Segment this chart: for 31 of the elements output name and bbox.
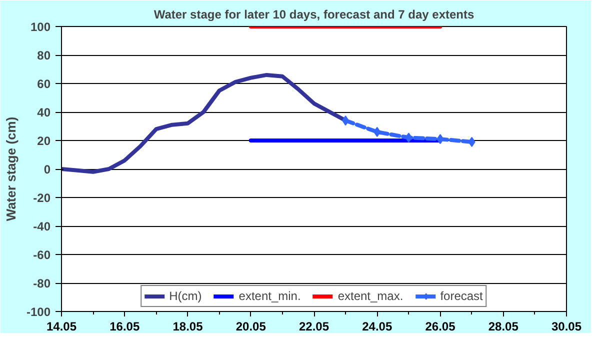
- point: [374, 126, 381, 137]
- x-tick-label: 22.05: [298, 320, 330, 334]
- point: [468, 136, 476, 147]
- y-tick-label: -100: [26, 305, 51, 319]
- point: [342, 116, 350, 126]
- y-tick-label: -80: [33, 276, 51, 290]
- point: [436, 134, 444, 144]
- legend-label: H(cm): [169, 289, 202, 303]
- y-tick-label: 20: [37, 134, 51, 148]
- y-axis-title: Water stage (cm): [3, 116, 18, 222]
- x-tick-label: 28.05: [488, 320, 519, 334]
- x-tick-label: 26.05: [425, 320, 456, 334]
- y-tick-label: -40: [33, 220, 51, 234]
- x-tick-label: 30.05: [551, 320, 582, 334]
- legend-label: extent_max.: [338, 289, 404, 303]
- legend-label: extent_min.: [238, 289, 301, 303]
- y-tick-label: 40: [37, 106, 51, 120]
- legend-label: forecast: [440, 289, 483, 303]
- x-tick-label: 24.05: [362, 320, 392, 334]
- chart-title: Water stage for later 10 days, forecast and 7 day extents: [154, 8, 474, 22]
- y-tick-label: 80: [37, 48, 51, 62]
- x-tick-label: 20.05: [236, 320, 266, 334]
- x-tick-label: 14.05: [46, 320, 77, 334]
- x-tick-label: 16.05: [110, 320, 140, 334]
- y-tick-label: -20: [33, 191, 51, 205]
- y-tick-label: 100: [30, 20, 51, 34]
- x-tick-label: 18.05: [172, 320, 204, 334]
- y-tick-label: 0: [44, 162, 51, 176]
- y-tick-label: -60: [33, 248, 51, 262]
- point: [405, 132, 412, 143]
- y-tick-label: 60: [37, 77, 51, 91]
